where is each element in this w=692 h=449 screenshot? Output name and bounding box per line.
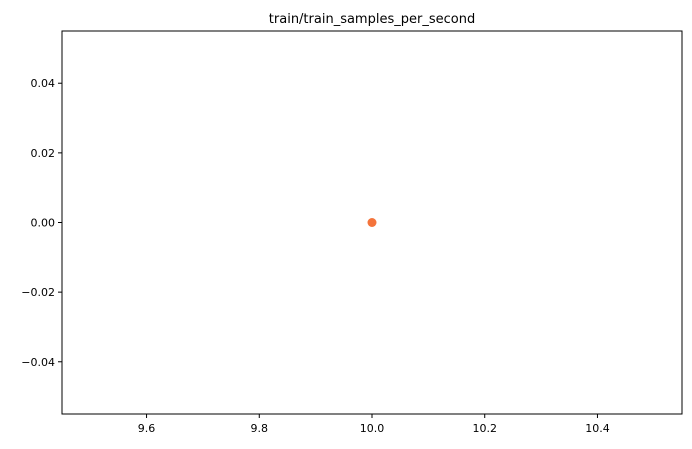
x-tick-label: 9.8 (251, 422, 269, 435)
y-axis: 0.04 0.02 0.00 −0.02 −0.04 (21, 77, 62, 369)
y-tick-label: 0.00 (31, 217, 56, 230)
x-tick-label: 10.4 (585, 422, 610, 435)
y-tick-label: 0.02 (31, 147, 56, 160)
x-axis: 9.6 9.8 10.0 10.2 10.4 (138, 414, 610, 435)
y-tick-label: −0.04 (21, 356, 55, 369)
x-tick-label: 10.0 (360, 422, 385, 435)
y-tick-label: −0.02 (21, 286, 55, 299)
chart-title: train/train_samples_per_second (269, 12, 475, 27)
data-point (367, 218, 377, 227)
data-points (367, 218, 377, 227)
y-tick-label: 0.04 (31, 77, 56, 90)
x-tick-label: 10.2 (472, 422, 497, 435)
x-tick-label: 9.6 (138, 422, 156, 435)
